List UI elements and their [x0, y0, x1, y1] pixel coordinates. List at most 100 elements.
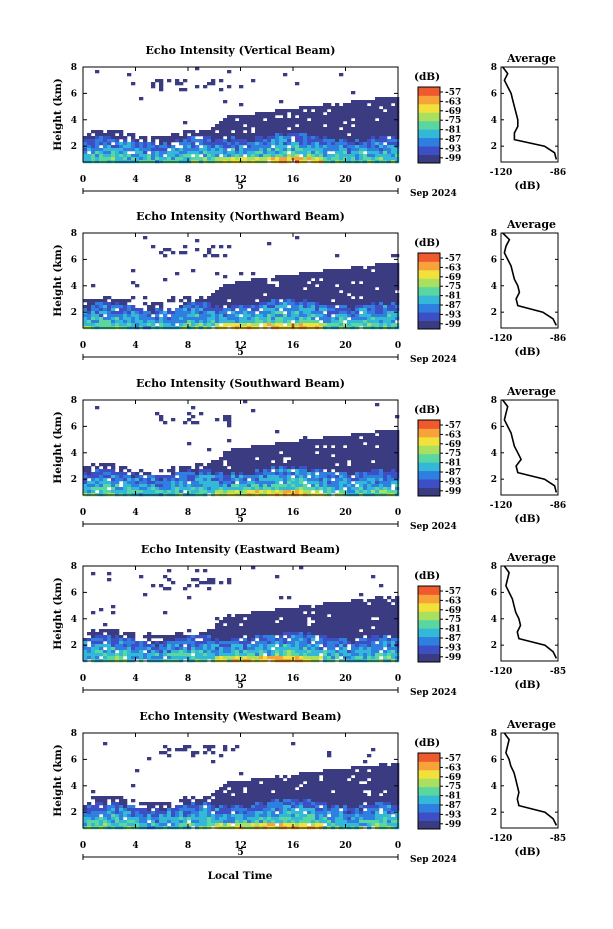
heat-cell: [243, 115, 248, 119]
heat-cell: [367, 118, 372, 122]
heat-cell: [271, 151, 276, 155]
heat-cell: [351, 109, 356, 113]
heat-cell: [347, 466, 352, 470]
avg-y-tick-label: 6: [491, 588, 497, 598]
heat-cell: [343, 305, 348, 309]
heat-cell: [91, 305, 96, 309]
heat-cell: [367, 127, 372, 131]
heat-cell: [287, 308, 292, 312]
heat-cell: [335, 127, 340, 131]
heat-cell: [323, 620, 328, 624]
heat-cell: [135, 284, 140, 288]
heat-cell: [263, 121, 268, 125]
heat-cell: [303, 308, 308, 312]
heat-cell: [199, 632, 204, 636]
heat-cell: [299, 130, 304, 134]
heat-cell: [111, 314, 116, 318]
heat-cell: [303, 145, 308, 149]
heat-cell: [179, 641, 184, 645]
heat-cell: [363, 100, 368, 104]
heat-cell: [187, 596, 192, 600]
heat-cell: [143, 481, 148, 485]
heat-cell: [355, 647, 360, 651]
heat-cell: [375, 463, 380, 467]
colorbar-swatch: [418, 445, 440, 455]
heat-cell: [387, 605, 392, 609]
heat-cell: [259, 320, 264, 324]
heat-cell: [291, 472, 296, 476]
heat-cell: [83, 157, 88, 161]
heat-cell: [303, 460, 308, 464]
heat-cell: [283, 296, 288, 300]
heat-cell: [343, 133, 348, 137]
heat-cell: [155, 475, 160, 479]
heat-cell: [387, 311, 392, 315]
heat-cell: [287, 641, 292, 645]
heat-cell: [91, 484, 96, 488]
heat-cell: [131, 641, 136, 645]
heat-cell: [335, 151, 340, 155]
heat-cell: [315, 641, 320, 645]
heat-cell: [275, 611, 280, 615]
heat-cell: [303, 284, 308, 288]
heat-cell: [87, 317, 92, 321]
heatmap-cells: [83, 566, 400, 663]
heat-cell: [263, 130, 268, 134]
heat-cell: [331, 145, 336, 149]
heat-cell: [279, 475, 284, 479]
heat-cell: [99, 629, 104, 633]
heat-cell: [183, 151, 188, 155]
heat-cell: [371, 451, 376, 455]
heat-cell: [311, 632, 316, 636]
heat-cell: [203, 308, 208, 312]
heat-cell: [183, 136, 188, 140]
heat-cell: [251, 79, 256, 83]
heat-cell: [211, 460, 216, 464]
heat-cell: [151, 484, 156, 488]
heat-cell: [151, 656, 156, 660]
heat-cell: [287, 451, 292, 455]
heat-cell: [367, 469, 372, 473]
heat-cell: [375, 109, 380, 113]
heat-cell: [395, 293, 400, 297]
heat-cell: [359, 614, 364, 618]
heat-cell: [359, 469, 364, 473]
heat-cell: [371, 463, 376, 467]
heat-cell: [331, 302, 336, 306]
heat-cell: [311, 457, 316, 461]
heat-cell: [91, 641, 96, 645]
heat-cell: [151, 323, 156, 327]
heat-cell: [123, 638, 128, 642]
heat-cell: [359, 290, 364, 294]
heat-cell: [339, 641, 344, 645]
avg-x-label: (dB): [514, 679, 540, 691]
heat-cell: [335, 617, 340, 621]
heat-cell: [367, 296, 372, 300]
heat-cell: [311, 635, 316, 639]
heat-cell: [123, 466, 128, 470]
heat-cell: [223, 481, 228, 485]
heat-cell: [143, 647, 148, 651]
heat-cell: [247, 647, 252, 651]
heat-cell: [95, 653, 100, 657]
heat-cell: [347, 656, 352, 660]
heat-cell: [267, 641, 272, 645]
heat-cell: [111, 463, 116, 467]
heat-cell: [239, 130, 244, 134]
heat-cell: [255, 130, 260, 134]
heat-cell: [135, 157, 140, 161]
heat-cell: [347, 103, 352, 107]
heat-cell: [359, 317, 364, 321]
heat-cell: [347, 269, 352, 273]
heat-cell: [267, 133, 272, 137]
heat-cell: [199, 490, 204, 494]
heat-cell: [323, 154, 328, 158]
heat-cell: [331, 287, 336, 291]
heat-cell: [239, 133, 244, 137]
heat-cell: [387, 629, 392, 633]
heat-cell: [287, 481, 292, 485]
heat-cell: [143, 484, 148, 488]
heat-cell: [291, 445, 296, 449]
heat-cell: [271, 475, 276, 479]
heat-cell: [235, 136, 240, 140]
